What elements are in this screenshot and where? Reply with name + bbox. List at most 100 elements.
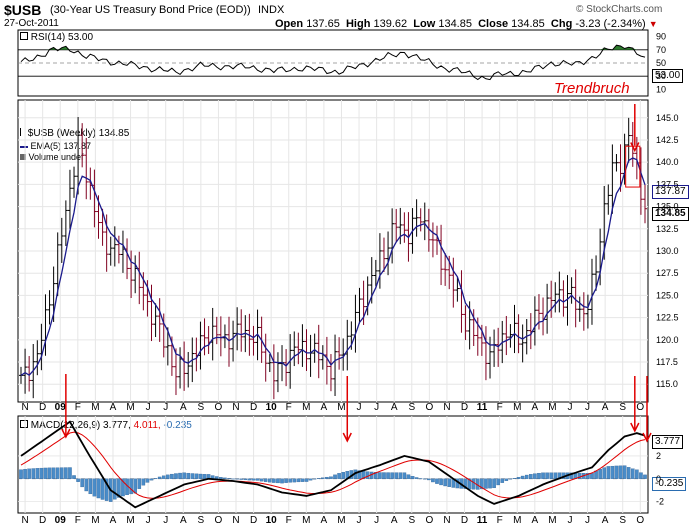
macd-hist-bar <box>435 478 439 484</box>
price-tick-label: 132.5 <box>656 224 679 234</box>
hist-value-badge: -0.235 <box>652 477 687 491</box>
macd-hist-bar <box>431 478 435 483</box>
macd-hist-bar <box>47 467 52 479</box>
price-bar <box>451 257 456 308</box>
x-tick-label: 09 <box>55 402 67 413</box>
price-bar <box>643 184 647 224</box>
x-tick-label: A <box>180 402 187 413</box>
price-bar <box>137 251 142 305</box>
macd-signal-line <box>20 431 646 499</box>
x-tick-label-bottom: M <box>91 515 99 526</box>
macd-hist-bar <box>471 478 476 490</box>
macd-hist-bar <box>467 478 472 490</box>
macd-hist-bar <box>447 478 452 487</box>
macd-panel-frame <box>17 415 649 514</box>
macd-hist-bar <box>80 478 84 488</box>
macd-hist-bar <box>64 467 68 479</box>
x-tick-label: S <box>408 402 415 413</box>
price-bar <box>418 208 423 232</box>
x-tick-label: S <box>619 402 626 413</box>
macd-hist-bar <box>231 478 235 480</box>
volume-legend-swatch <box>20 154 26 160</box>
x-tick-label-bottom: M <box>548 515 556 526</box>
macd-hist-bar <box>259 478 264 482</box>
x-tick-label: N <box>443 402 450 413</box>
rsi-tick-label: 30 <box>656 71 666 81</box>
volume-legend: Volume undef <box>20 151 84 163</box>
x-tick-label-bottom: N <box>232 515 239 526</box>
macd-hist-bar <box>190 473 195 479</box>
macd-hist-bar <box>247 478 252 481</box>
price-bar <box>589 258 594 325</box>
macd-hist-bar <box>170 473 174 479</box>
rsi-tick-label: 10 <box>656 84 666 94</box>
macd-hist-bar <box>529 474 533 479</box>
macd-hist-bar <box>68 467 72 479</box>
x-tick-label-bottom: F <box>497 515 503 526</box>
macd-hist-bar <box>117 478 121 498</box>
price-bar <box>512 304 517 354</box>
price-bar <box>386 231 391 276</box>
price-bar <box>630 121 635 167</box>
x-tick-label: D <box>39 402 46 413</box>
macd-hist-bar <box>239 478 244 480</box>
price-bar <box>536 294 541 330</box>
x-tick-label-bottom: J <box>163 515 168 526</box>
macd-hist-bar <box>104 478 109 501</box>
macd-hist-bar <box>496 478 500 486</box>
x-tick-label: 10 <box>266 402 278 413</box>
price-legend-swatch <box>20 128 25 136</box>
macd-hist-bar <box>227 478 231 479</box>
x-tick-label-bottom: J <box>146 515 151 526</box>
price-bar <box>585 294 590 329</box>
macd-hist-bar <box>590 473 594 479</box>
macd-hist-bar <box>520 475 525 479</box>
macd-hist-bar <box>251 478 256 481</box>
macd-hist-bar <box>100 478 105 500</box>
macd-hist-bar <box>418 478 423 480</box>
trendbruch-arrow-head <box>630 142 640 153</box>
chart-date: 27-Oct-2011 <box>4 18 59 29</box>
macd-hist-bar <box>157 476 162 479</box>
x-tick-label: O <box>425 402 433 413</box>
macd-hist-bar <box>594 470 598 479</box>
x-tick-label: O <box>215 402 223 413</box>
close-value-badge: 134.85 <box>652 207 689 221</box>
macd-hist-bar <box>59 467 64 479</box>
price-bar <box>239 309 244 352</box>
watermark: © StockCharts.com <box>576 4 663 15</box>
macd-hist-bar <box>223 477 227 479</box>
macd-hist-bar <box>312 478 317 480</box>
macd-hist-bar <box>325 476 329 479</box>
price-bar <box>606 184 611 215</box>
macd-hist-bar <box>443 478 447 487</box>
symbol: $USB <box>4 2 42 18</box>
chg-label: Chg <box>550 18 573 30</box>
macd-hist-bar <box>198 473 203 479</box>
macd-tick-label: 2 <box>656 451 661 461</box>
rsi-legend-text: RSI(14) 53.00 <box>30 32 94 43</box>
macd-hist-bar <box>618 465 623 479</box>
macd-hist-bar <box>133 478 137 494</box>
price-bar <box>47 290 52 325</box>
macd-hist-bar <box>337 473 341 479</box>
price-bar <box>553 282 558 313</box>
macd-legend-text: MACD(12,26,9) 3.777, <box>30 420 131 431</box>
macd-hist-bar <box>537 472 541 479</box>
price-bar <box>577 296 582 322</box>
x-tick-label: N <box>232 402 239 413</box>
macd-hist-bar <box>153 478 158 480</box>
price-bar <box>569 277 574 304</box>
price-bar <box>84 137 89 200</box>
trendbruch-annotation: Trendbruch <box>554 80 630 97</box>
x-tick-label: J <box>374 402 379 413</box>
macd-hist-bar <box>333 474 337 479</box>
x-tick-label: N <box>21 402 28 413</box>
macd-hist-bar <box>586 473 590 479</box>
price-bar <box>263 333 268 382</box>
price-bar <box>488 336 493 379</box>
macd-hist-bar <box>614 465 619 479</box>
x-tick-label: M <box>513 402 521 413</box>
macd-legend-hist: -0.235 <box>163 420 192 431</box>
price-bar <box>116 235 121 264</box>
